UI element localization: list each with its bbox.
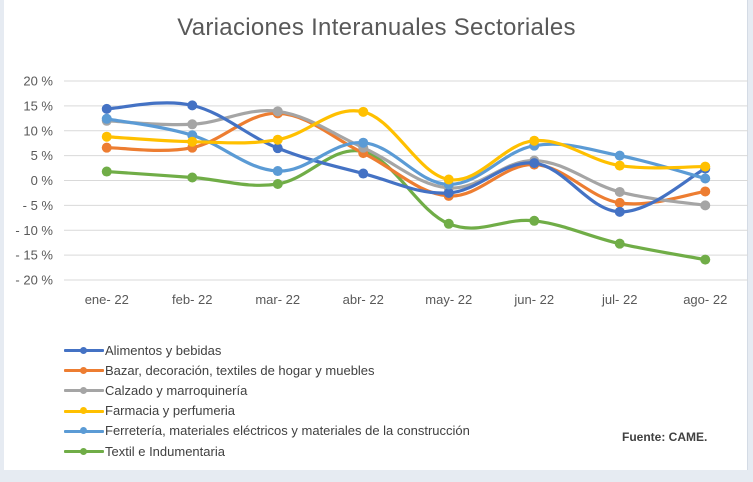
x-tick-label: ago- 22 <box>683 292 727 307</box>
data-point <box>529 135 540 146</box>
legend-marker-icon <box>64 445 104 457</box>
data-point <box>614 238 625 249</box>
chart-frame <box>4 0 748 470</box>
data-point <box>443 174 454 185</box>
data-point <box>614 197 625 208</box>
data-point <box>614 186 625 197</box>
y-tick-label: - 10 % <box>15 223 53 238</box>
y-tick-label: 10 % <box>23 123 53 138</box>
data-point <box>614 150 625 161</box>
legend-marker-icon <box>64 425 104 437</box>
source-annotation: Fuente: CAME. <box>622 430 708 444</box>
legend-label: Textil e Indumentaria <box>105 443 225 459</box>
y-axis-ticks: 20 % 15 % 10 % 5 % 0 % - 5 % - 10 % - 15 % - 20 … <box>15 74 53 288</box>
data-point <box>272 166 283 177</box>
data-point <box>101 142 112 153</box>
data-point <box>101 131 112 142</box>
data-point <box>700 161 711 172</box>
data-point <box>272 143 283 154</box>
data-point <box>358 137 369 148</box>
x-tick-label: jul- 22 <box>601 292 637 307</box>
legend-marker-icon <box>64 405 104 417</box>
data-point <box>272 134 283 145</box>
data-point <box>529 215 540 226</box>
y-tick-label: 0 % <box>31 173 54 188</box>
data-point <box>443 187 454 198</box>
legend-label: Bazar, decoración, textiles de hogar y m… <box>105 362 375 378</box>
chart-title: Variaciones Interanuales Sectoriales <box>177 14 576 41</box>
x-tick-label: jun- 22 <box>513 292 554 307</box>
series-line <box>105 117 707 187</box>
legend-item: Textil e Indumentaria <box>64 441 470 461</box>
legend-item: Ferretería, materiales eléctricos y mate… <box>64 421 470 441</box>
legend-label: Farmacia y perfumeria <box>105 403 236 419</box>
legend-item: Alimentos y bebidas <box>64 340 470 360</box>
data-point <box>614 160 625 171</box>
data-point <box>101 113 112 124</box>
series-lines <box>101 100 711 265</box>
legend-item: Farmacia y perfumeria <box>64 401 470 421</box>
legend-item: Bazar, decoración, textiles de hogar y m… <box>64 360 470 380</box>
data-point <box>272 178 283 189</box>
series-line <box>105 109 707 182</box>
y-tick-label: 5 % <box>31 148 54 163</box>
data-point <box>187 136 198 147</box>
data-point <box>700 254 711 265</box>
series-0 <box>101 100 711 217</box>
legend-marker-icon <box>64 384 104 396</box>
data-point <box>187 119 198 130</box>
y-tick-label: - 5 % <box>23 198 54 213</box>
data-point <box>443 218 454 229</box>
legend-item: Calzado y marroquinería <box>64 380 470 400</box>
data-point <box>101 103 112 114</box>
x-tick-label: ene- 22 <box>85 292 129 307</box>
data-point <box>187 172 198 183</box>
data-point <box>700 173 711 184</box>
data-point <box>358 106 369 117</box>
legend-label: Ferretería, materiales eléctricos y mate… <box>105 423 470 439</box>
series-line <box>105 149 707 262</box>
legend-label: Alimentos y bebidas <box>105 342 222 358</box>
y-tick-label: - 15 % <box>15 248 53 263</box>
data-point <box>700 200 711 211</box>
x-tick-label: mar- 22 <box>255 292 300 307</box>
data-point <box>101 166 112 177</box>
data-point <box>700 186 711 197</box>
legend-marker-icon <box>64 344 104 356</box>
y-tick-label: 15 % <box>23 98 53 113</box>
legend-marker-icon <box>64 364 104 376</box>
legend: Alimentos y bebidas Bazar, decoración, te… <box>64 340 470 461</box>
data-point <box>529 158 540 169</box>
data-point <box>272 106 283 117</box>
series-3 <box>101 106 711 185</box>
x-tick-label: feb- 22 <box>172 292 212 307</box>
x-tick-label: abr- 22 <box>343 292 384 307</box>
x-axis-ticks: ene- 22 feb- 22 mar- 22 abr- 22 may- 22 jun- … <box>85 292 728 307</box>
data-point <box>187 100 198 111</box>
legend-label: Calzado y marroquinería <box>105 382 248 398</box>
data-point <box>614 206 625 217</box>
y-tick-label: - 20 % <box>15 273 53 288</box>
y-tick-label: 20 % <box>23 74 53 89</box>
data-point <box>358 168 369 179</box>
x-tick-label: may- 22 <box>425 292 472 307</box>
series-line <box>105 109 707 207</box>
